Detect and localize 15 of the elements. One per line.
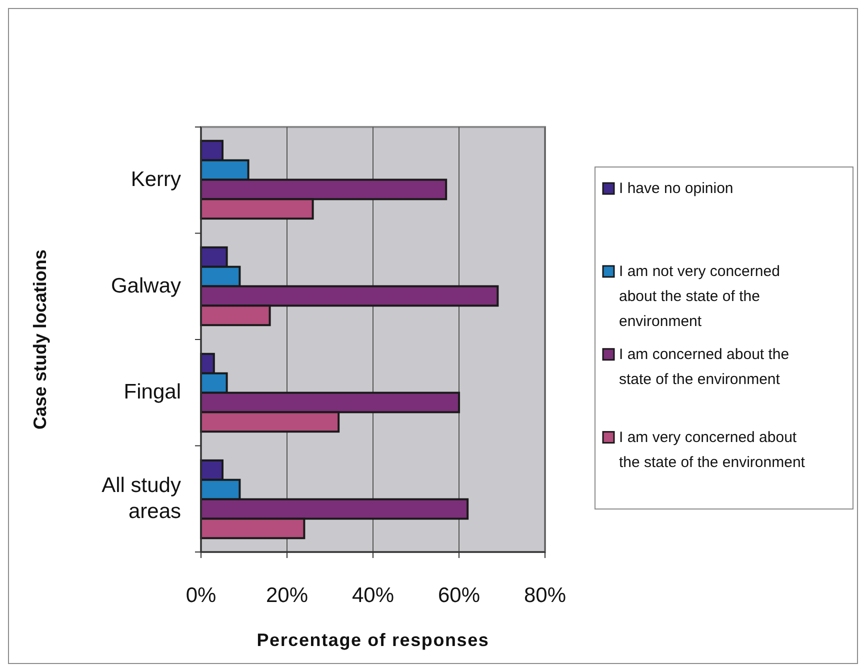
y-tick-label: Fingal xyxy=(124,380,181,404)
y-tick-label: Kerry xyxy=(130,168,182,191)
x-axis-title: Percentage of responses xyxy=(256,630,490,650)
y-axis-title: Case study locations xyxy=(30,249,50,430)
x-tick-label: 40% xyxy=(352,584,394,607)
y-tick-label: All study areas xyxy=(102,473,182,522)
legend-label: I have no opinion xyxy=(619,180,734,197)
legend-label: I am concerned about the state of the environment xyxy=(619,346,790,388)
x-tick-label: 20% xyxy=(266,584,308,607)
x-tick-label: 0% xyxy=(186,584,216,607)
y-tick-label: Galway xyxy=(110,274,182,297)
x-tick-label: 80% xyxy=(524,584,566,607)
x-tick-label: 60% xyxy=(438,584,480,607)
legend-label: I am very concerned about the state of the environment xyxy=(619,428,806,471)
legend-label: I am not very concerned about the state of the environment xyxy=(619,262,780,330)
